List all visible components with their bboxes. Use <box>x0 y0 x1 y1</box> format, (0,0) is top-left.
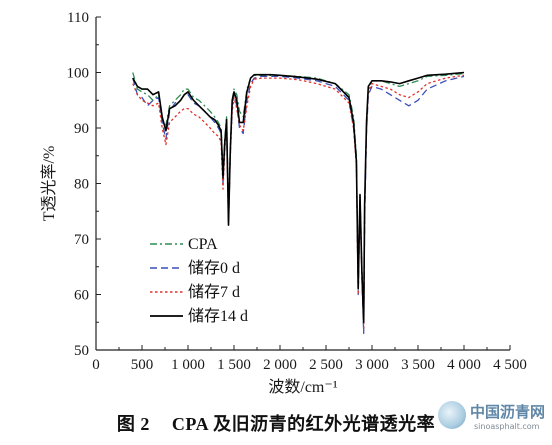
x-tick-label: 2 500 <box>309 357 343 373</box>
x-tick-label: 3 500 <box>401 357 435 373</box>
legend-label-2: 储存7 d <box>188 283 240 301</box>
axes: 0 500 1 000 1 500 2 000 2 500 3 000 3 500 4 000 4… <box>67 10 527 373</box>
legend-label-3: 储存14 d <box>188 307 248 325</box>
figure-number: 图 2 <box>116 414 150 434</box>
figure-caption-text: CPA 及旧沥青的红外光谱透光率 <box>171 414 436 434</box>
series-line-3 <box>132 71 465 324</box>
x-tick-label: 500 <box>131 357 154 373</box>
figure-caption: 图 2 CPA 及旧沥青的红外光谱透光率 <box>0 410 552 436</box>
watermark-url: sinoasphalt.com <box>474 422 540 431</box>
series-line-1 <box>132 75 465 335</box>
x-tick-label: 1 500 <box>217 357 251 373</box>
y-tick-label: 80 <box>74 177 89 193</box>
series-line-0 <box>132 72 465 329</box>
legend: CPA 储存0 d 储存7 d 储存14 d <box>150 236 248 325</box>
x-tick-label: 2 000 <box>263 357 297 373</box>
watermark-logo-icon <box>438 401 466 429</box>
x-axis-title: 波数/cm⁻¹ <box>268 378 337 396</box>
y-tick-label: 110 <box>67 10 89 26</box>
y-tick-label: 90 <box>74 121 89 137</box>
x-tick-label: 0 <box>92 357 100 373</box>
x-tick-label: 3 000 <box>355 357 389 373</box>
watermark: 中国沥青网 sinoasphalt.com <box>438 398 546 436</box>
x-tick-label: 1 000 <box>171 357 205 373</box>
x-tick-label: 4 000 <box>447 357 481 373</box>
legend-label-0: CPA <box>188 236 218 253</box>
x-tick-label: 4 500 <box>493 357 527 373</box>
y-tick-label: 100 <box>67 66 90 82</box>
y-axis-title: T透光率/% <box>40 146 58 222</box>
watermark-name: 中国沥青网 <box>470 403 546 421</box>
y-tick-label: 70 <box>74 232 89 248</box>
series-layer <box>132 71 465 335</box>
series-line-2 <box>132 74 465 329</box>
y-tick-label: 50 <box>74 343 89 359</box>
legend-label-1: 储存0 d <box>188 259 240 277</box>
y-tick-label: 60 <box>74 288 89 304</box>
